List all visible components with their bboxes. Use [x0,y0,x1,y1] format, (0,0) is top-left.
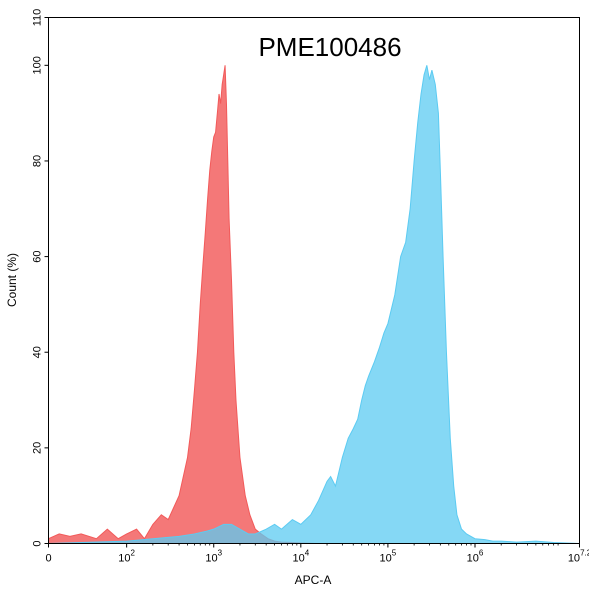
chart-title: PME100486 [258,32,401,62]
x-tick-label: 104 [292,549,309,565]
y-tick-label: 20 [32,442,44,454]
y-tick-label: 100 [32,56,44,74]
x-tick-label: 106 [467,549,484,565]
series-area-2 [48,65,580,544]
x-tick-label: 105 [380,549,397,565]
x-tick-exponent: 4 [305,549,310,558]
x-tick-label: 107.2 [568,549,589,565]
plot-frame [48,17,580,544]
y-axis: 0 20 40 60 80 100 110 [32,9,49,547]
series-layer [48,65,580,544]
x-tick-label: 0 [45,553,51,565]
series-area-1 [48,65,317,544]
x-tick-exponent: 3 [218,549,223,558]
y-tick-label: 60 [32,250,44,262]
x-tick-exponent: 6 [479,549,484,558]
x-tick-base: 10 [118,553,130,565]
x-tick-exponent: 2 [131,549,136,558]
x-tick-label: 102 [118,549,135,565]
y-tick-label: 110 [32,9,44,27]
x-tick-base: 10 [380,553,392,565]
x-axis-label: APC-A [295,573,332,587]
y-tick-label: 40 [32,346,44,358]
x-tick-base: 10 [568,553,580,565]
y-axis-label: Count (%) [5,253,19,307]
x-tick-base: 0 [45,553,51,565]
y-tick-label: 0 [32,540,44,546]
x-tick-label: 103 [205,549,222,565]
x-tick-base: 10 [292,553,304,565]
x-tick-exponent: 7.2 [580,549,589,558]
y-tick-label: 80 [32,155,44,167]
x-tick-base: 10 [467,553,479,565]
x-tick-exponent: 5 [392,549,397,558]
x-tick-base: 10 [205,553,217,565]
x-axis: 0 102 103 104 105 106 107.2 [45,543,589,565]
